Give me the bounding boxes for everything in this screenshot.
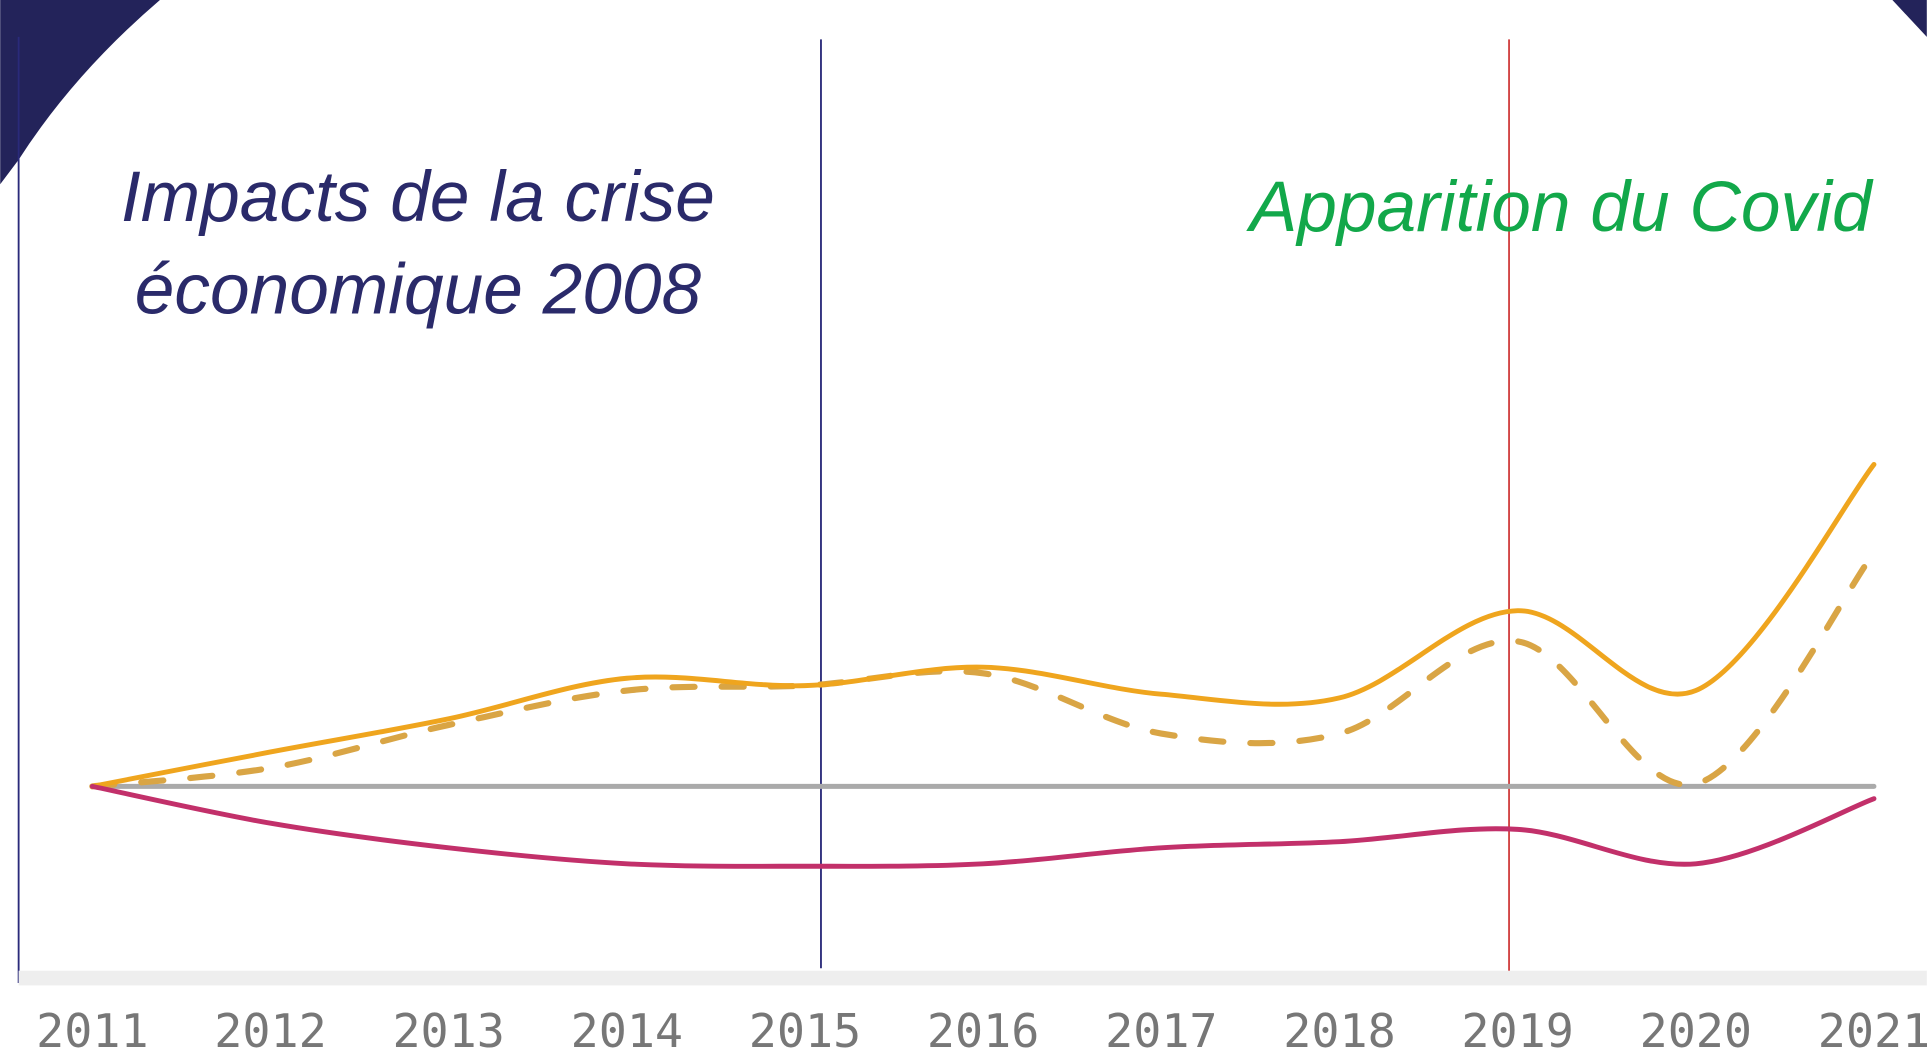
x-tick-label: 2011 bbox=[36, 1005, 148, 1053]
corner-decoration bbox=[1892, 0, 1927, 37]
annotation: économique 2008 bbox=[135, 249, 702, 329]
x-tick-label: 2017 bbox=[1105, 1005, 1217, 1053]
x-tick-label: 2021 bbox=[1818, 1005, 1927, 1053]
x-tick-label: 2015 bbox=[749, 1005, 861, 1053]
axis-band bbox=[18, 970, 1927, 986]
x-tick-label: 2014 bbox=[571, 1005, 683, 1053]
x-tick-label: 2019 bbox=[1461, 1005, 1573, 1053]
x-tick-label: 2012 bbox=[214, 1005, 326, 1053]
x-tick-label: 2016 bbox=[927, 1005, 1039, 1053]
annotation: Impacts de la crise bbox=[121, 157, 715, 237]
x-tick-label: 2013 bbox=[392, 1005, 504, 1053]
series-line bbox=[89, 783, 1877, 869]
x-tick-label: 2018 bbox=[1283, 1005, 1395, 1053]
series-line bbox=[89, 461, 1877, 789]
annotation: Apparition du Covid bbox=[1246, 167, 1874, 247]
x-tick-label: 2020 bbox=[1640, 1005, 1752, 1053]
corner-decoration bbox=[0, 0, 160, 185]
series-line bbox=[89, 549, 1878, 790]
